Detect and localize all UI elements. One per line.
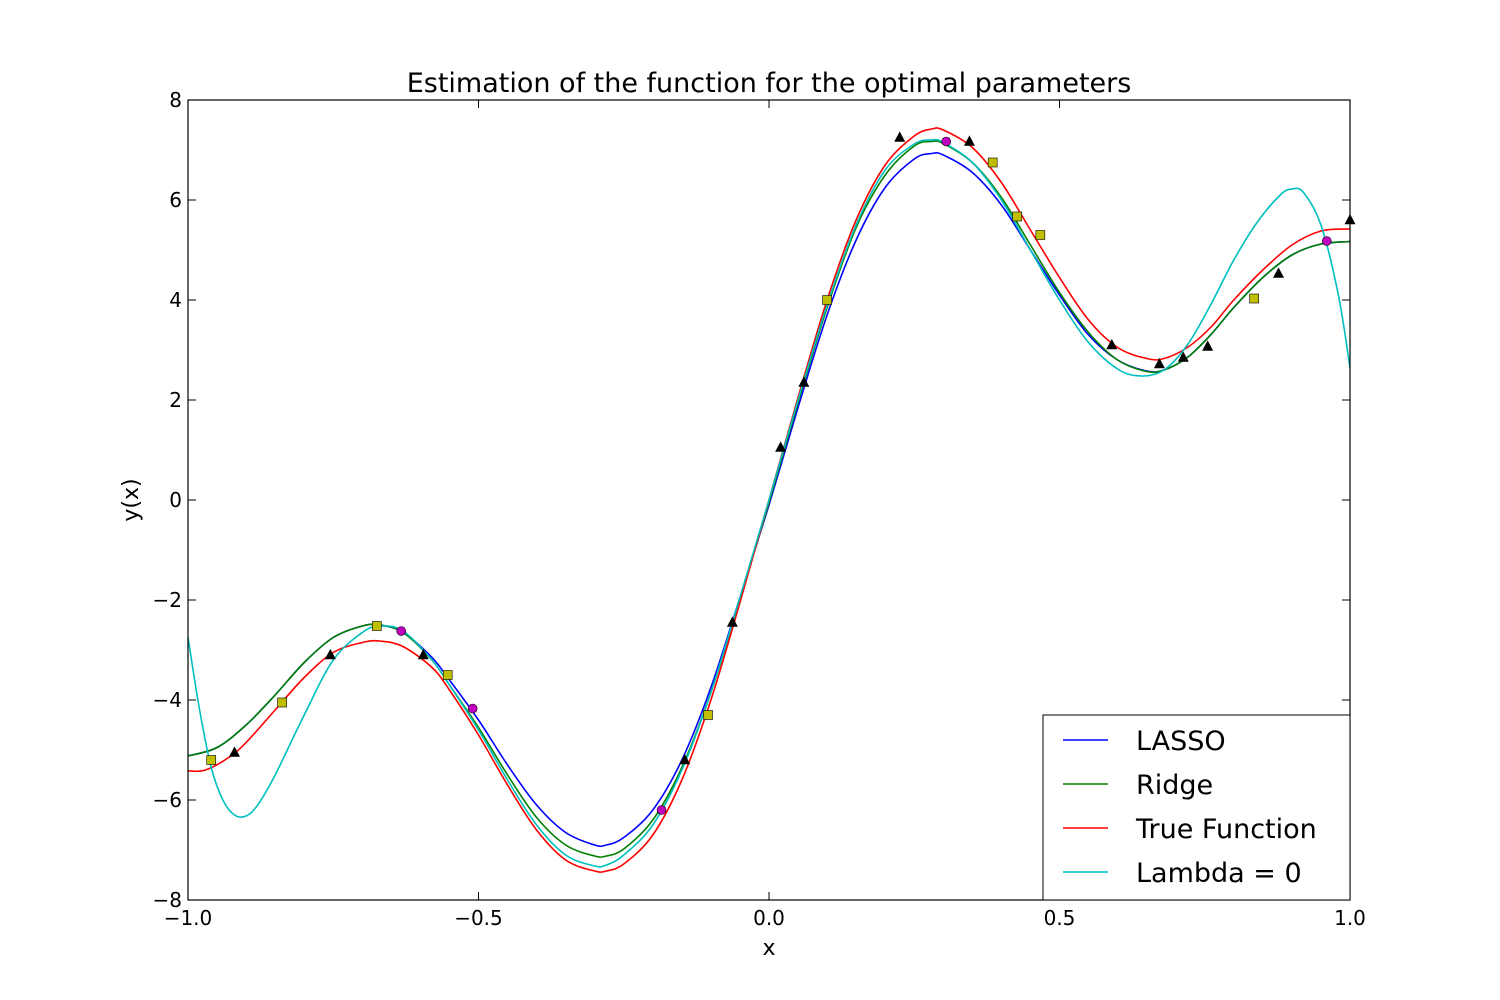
data-point-square <box>822 295 832 305</box>
legend-label-lambda-0: Lambda = 0 <box>1136 858 1302 889</box>
y-tick-label: −2 <box>153 588 182 612</box>
x-tick-label: 0.0 <box>753 906 785 930</box>
data-point-square <box>442 670 453 680</box>
x-tick-label: 0.5 <box>1044 906 1076 930</box>
data-point-triangle <box>1153 357 1165 369</box>
series-line-lambda-0 <box>188 138 1350 868</box>
y-tick-label: 6 <box>169 188 182 212</box>
data-point-triangle <box>1273 267 1285 278</box>
data-point-triangle <box>798 376 810 387</box>
data-point-triangle <box>417 648 429 660</box>
data-point-square <box>1035 230 1046 240</box>
data-point-square <box>703 710 713 720</box>
data-point-triangle <box>726 616 738 627</box>
legend-label-lasso: LASSO <box>1136 726 1226 757</box>
x-tick-label: 1.0 <box>1334 906 1366 930</box>
data-point-triangle <box>1106 338 1118 350</box>
data-point-square <box>277 697 287 708</box>
series-layer <box>188 127 1350 873</box>
data-point-square <box>1012 211 1022 222</box>
chart-title: Estimation of the function for the optim… <box>407 68 1132 99</box>
data-point-triangle <box>775 441 787 452</box>
y-tick-label: −6 <box>153 788 182 812</box>
data-point-square <box>1249 293 1259 304</box>
data-point-square <box>206 755 217 765</box>
data-point-triangle <box>1177 351 1189 362</box>
y-tick-label: 4 <box>169 288 182 312</box>
legend-frame <box>1042 714 1351 901</box>
tick-layer: −1.0 −0.5 0.0 0.5 1.0 −8 −6 −4 −2 0 2 4 6 8 <box>153 88 1366 930</box>
y-axis-label: y(x) <box>119 478 144 521</box>
data-point-triangle <box>324 648 336 660</box>
y-tick-label: 8 <box>169 88 182 112</box>
legend-label-true-function: True Function <box>1135 814 1317 845</box>
data-point-circle <box>1321 236 1332 246</box>
data-point-circle <box>941 136 952 147</box>
data-point-square <box>372 621 382 631</box>
data-point-triangle <box>1202 340 1214 351</box>
x-tick-label: −0.5 <box>454 906 503 930</box>
y-tick-label: −8 <box>153 888 182 912</box>
data-point-triangle <box>963 135 975 146</box>
y-tick-label: 0 <box>169 488 182 512</box>
data-point-circle <box>396 626 407 636</box>
y-tick-label: 2 <box>169 388 182 412</box>
data-point-circle <box>467 703 478 714</box>
marker-layer <box>206 131 1356 815</box>
data-point-circle <box>656 805 667 815</box>
data-point-triangle <box>894 131 906 142</box>
legend-label-ridge: Ridge <box>1136 770 1213 801</box>
y-tick-label: −4 <box>153 688 182 712</box>
legend: LASSO Ridge True Function Lambda = 0 <box>1042 714 1351 901</box>
data-point-square <box>987 157 998 168</box>
data-point-triangle <box>679 753 691 765</box>
data-point-triangle <box>228 746 240 757</box>
x-tick-label: −1.0 <box>164 906 213 930</box>
x-axis-label: x <box>762 936 775 961</box>
